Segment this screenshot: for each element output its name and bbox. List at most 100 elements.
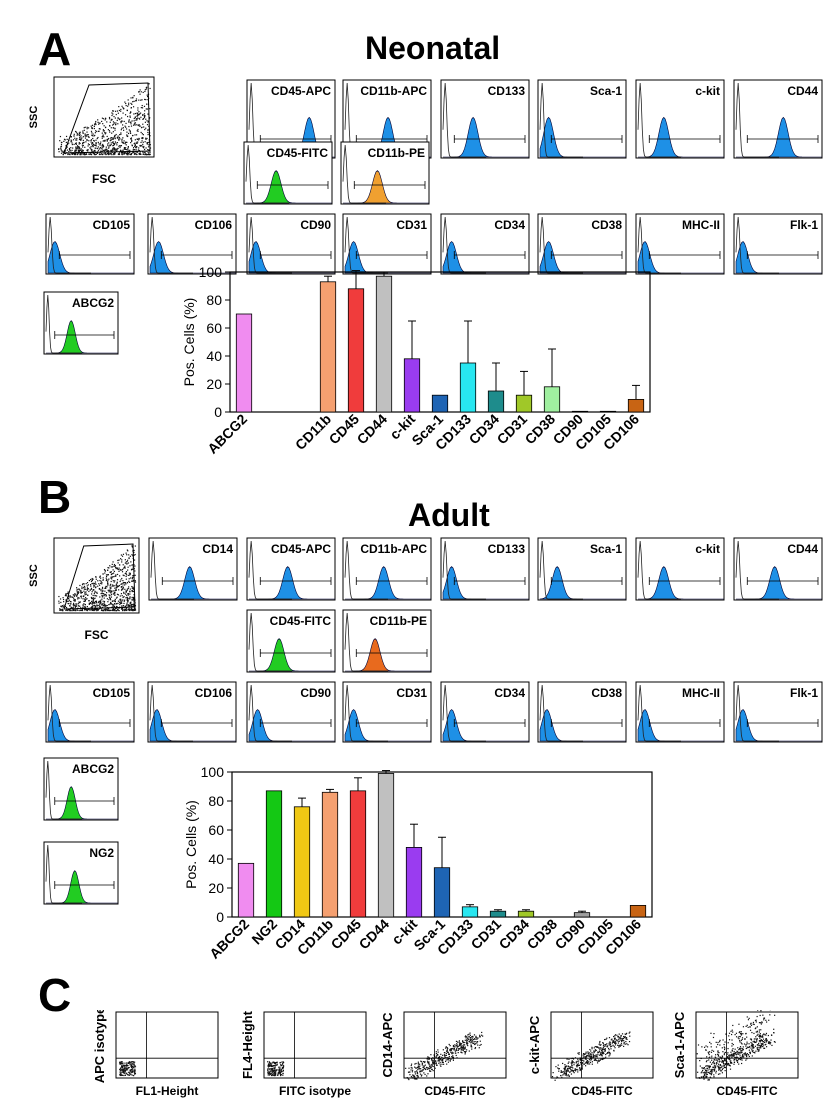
histogram-label: CD11b-PE	[370, 614, 427, 628]
dot-plot-xlabel: CD45-FITC	[571, 1084, 633, 1098]
bar-cd133	[461, 906, 479, 918]
histogram-label: Flk-1	[790, 218, 818, 232]
error-bar-cd45	[352, 270, 360, 289]
isotype-line	[637, 540, 681, 600]
error-bar-cd45	[354, 777, 362, 791]
histogram-cd133: CD133	[440, 79, 530, 159]
histogram-label: CD11b-PE	[368, 146, 425, 160]
histogram-sca-1: Sca-1	[537, 537, 627, 601]
histogram-ng2: NG2	[43, 841, 119, 905]
error-bar-cd14	[298, 797, 306, 807]
isotype-line	[248, 612, 292, 672]
scatter-xlabel: FSC	[92, 172, 116, 185]
bar-cd44	[377, 773, 395, 918]
isotype-line	[45, 844, 82, 904]
isotype-line	[442, 684, 486, 742]
dot-cloud	[696, 1010, 776, 1081]
scatter-ylabel: SSC	[28, 564, 40, 587]
bar-abcg2	[235, 313, 253, 413]
dot-cloud	[119, 1061, 137, 1077]
panel-letter-c: C	[38, 969, 72, 1021]
isotype-line	[735, 684, 779, 742]
y-tick-label: 40	[208, 851, 224, 867]
histogram-cd14: CD14	[148, 537, 238, 601]
bar-cd31	[489, 910, 507, 918]
isotype-line	[149, 216, 193, 274]
panel-letter-a: A	[38, 23, 72, 75]
histogram-label: c-kit	[695, 542, 720, 556]
histogram-cd90: CD90	[246, 213, 336, 275]
y-tick-label: 40	[206, 348, 222, 364]
fsc-ssc-scatter: SSC FSC	[28, 537, 140, 642]
histogram-cd106: CD106	[147, 681, 237, 743]
error-bar-cd31	[520, 370, 528, 396]
x-tick-label: ABCG2	[206, 916, 252, 962]
bar-cd90	[573, 912, 591, 918]
dot-cloud	[405, 1031, 484, 1081]
dot-plot-ylabel: FL4-Height	[240, 1010, 255, 1079]
dot-plot-5: Sca-1-APC CD45-FITC	[672, 1010, 799, 1098]
error-bar-cd133	[464, 320, 472, 363]
error-bar-cd34	[492, 362, 500, 391]
histogram-cd34: CD34	[440, 213, 530, 275]
histogram-label: CD105	[93, 218, 131, 232]
y-tick-label: 60	[208, 822, 224, 838]
histogram-cd34: CD34	[440, 681, 530, 743]
bar-abcg2	[237, 862, 255, 918]
bar-chart-ylabel: Pos. Cells (%)	[181, 298, 197, 387]
error-bar-cd133	[466, 904, 474, 907]
dot-plot-xlabel: FL1-Height	[136, 1084, 199, 1098]
histogram-label: CD90	[300, 218, 331, 232]
isotype-line	[248, 540, 292, 600]
histogram-cd45-apc: CD45-APC	[246, 537, 336, 601]
histogram-label: CD34	[494, 218, 525, 232]
panel-b-histograms: CD14 CD45-APC CD11b-APC CD133 Sca-1 c-kit CD44…	[43, 537, 823, 905]
x-tick-label: CD38	[523, 916, 560, 953]
bar-cd45	[349, 790, 367, 918]
histogram-cd11b-pe: CD11b-PE	[340, 141, 430, 205]
dot-plot-ylabel: Sca-1-APC	[672, 1011, 687, 1078]
isotype-line	[47, 216, 91, 274]
y-tick-label: 0	[216, 909, 224, 925]
histogram-label: CD34	[494, 686, 525, 700]
panel-a-fsc-ssc-plot: SSC FSC	[28, 75, 158, 186]
error-bar-cd44	[380, 271, 388, 277]
histogram-label: CD45-APC	[271, 84, 331, 98]
dot-plot-xlabel: FITC isotype	[279, 1084, 351, 1098]
isotype-line	[442, 540, 486, 600]
x-tick-label: CD31	[467, 916, 504, 953]
bar-c-kit	[405, 847, 423, 918]
histogram-cd45-fitc: CD45-FITC	[246, 609, 336, 673]
isotype-line	[342, 144, 386, 204]
error-bar-cd34	[522, 909, 530, 912]
x-tick-label: CD45	[327, 916, 364, 953]
isotype-line	[637, 82, 681, 158]
x-tick-label: CD34	[495, 916, 532, 953]
histogram-label: Sca-1	[590, 542, 622, 556]
histogram-cd11b-apc: CD11b-APC	[342, 537, 432, 601]
histogram-label: CD38	[591, 218, 622, 232]
error-bar-cd90	[578, 910, 586, 913]
histogram-label: CD106	[195, 218, 233, 232]
histogram-cd31: CD31	[342, 213, 432, 275]
isotype-line	[637, 684, 681, 742]
bar-ng2	[265, 790, 283, 918]
histogram-label: ABCG2	[72, 762, 114, 776]
dot-plot-ylabel: APC isotype	[92, 1010, 107, 1083]
y-tick-label: 0	[214, 404, 222, 420]
dot-plot-1: APC isotype FL1-Height	[92, 1010, 219, 1098]
isotype-line	[248, 684, 292, 742]
histogram-label: ABCG2	[72, 296, 114, 310]
isotype-line	[150, 540, 194, 600]
isotype-line	[149, 684, 193, 742]
bar-cd34	[517, 910, 535, 918]
dot-plot-xlabel: CD45-FITC	[716, 1084, 778, 1098]
isotype-line	[735, 540, 779, 600]
histogram-label: MHC-II	[682, 686, 720, 700]
histogram-cd45-fitc: CD45-FITC	[243, 141, 333, 205]
histogram-cd106: CD106	[147, 213, 237, 275]
dot-plot-ylabel: CD14-APC	[380, 1012, 395, 1078]
histogram-label: CD90	[300, 686, 331, 700]
histogram-cd105: CD105	[45, 213, 135, 275]
histogram-sca-1: Sca-1	[537, 79, 627, 159]
